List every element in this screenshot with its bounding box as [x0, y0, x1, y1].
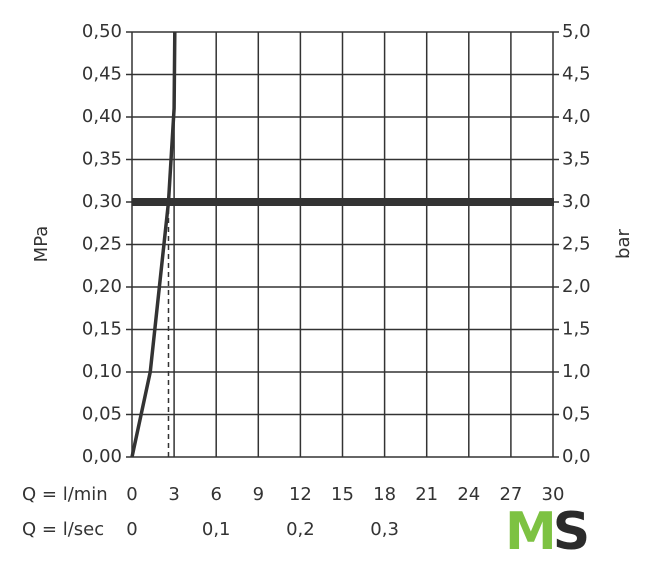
x2-tick-label: 0,1 — [202, 519, 231, 540]
y2-tick-label: 3,0 — [562, 191, 591, 212]
y-tick-label: 0,40 — [82, 106, 122, 127]
x-tick-label: 0 — [126, 484, 137, 505]
y-tick-label: 0,15 — [82, 319, 122, 340]
y2-axis-label: bar — [613, 228, 634, 258]
logo-letter: M — [505, 502, 553, 562]
x-axis-label: Q = l/min — [22, 484, 108, 505]
x2-tick-label: 0 — [126, 519, 137, 540]
y-tick-label: 0,35 — [82, 149, 122, 170]
y2-tick-label: 3,5 — [562, 149, 591, 170]
y-tick-label: 0,00 — [82, 446, 122, 467]
y-tick-label: 0,45 — [82, 64, 122, 85]
y-tick-label: 0,50 — [82, 21, 122, 42]
x-tick-label: 3 — [168, 484, 179, 505]
x-tick-label: 24 — [457, 484, 480, 505]
y2-tick-label: 0,5 — [562, 404, 591, 425]
y-tick-label: 0,25 — [82, 234, 122, 255]
x2-tick-label: 0,2 — [286, 519, 315, 540]
y2-tick-label: 4,0 — [562, 106, 591, 127]
x-tick-label: 6 — [210, 484, 221, 505]
y2-tick-label: 5,0 — [562, 21, 591, 42]
y-tick-label: 0,10 — [82, 361, 122, 382]
x-tick-label: 12 — [289, 484, 312, 505]
x2-axis-label: Q = l/sec — [22, 519, 104, 540]
y-tick-label: 0,30 — [82, 191, 122, 212]
y-tick-label: 0,05 — [82, 404, 122, 425]
x-tick-label: 27 — [499, 484, 522, 505]
x-tick-label: 30 — [542, 484, 565, 505]
x-tick-label: 9 — [253, 484, 264, 505]
x-tick-label: 21 — [415, 484, 438, 505]
x-tick-label: 15 — [331, 484, 354, 505]
y2-tick-label: 1,0 — [562, 361, 591, 382]
line-series — [130, 31, 177, 458]
y-axis-label: MPa — [31, 226, 52, 263]
y2-tick-label: 2,5 — [562, 234, 591, 255]
logo-letter: S — [553, 502, 587, 562]
x2-tick-label: 0,3 — [370, 519, 399, 540]
logo: MS — [505, 502, 587, 562]
y-tick-label: 0,20 — [82, 276, 122, 297]
y2-tick-label: 1,5 — [562, 319, 591, 340]
y2-tick-label: 2,0 — [562, 276, 591, 297]
y2-tick-label: 0,0 — [562, 446, 591, 467]
y2-tick-label: 4,5 — [562, 64, 591, 85]
x-tick-label: 18 — [373, 484, 396, 505]
